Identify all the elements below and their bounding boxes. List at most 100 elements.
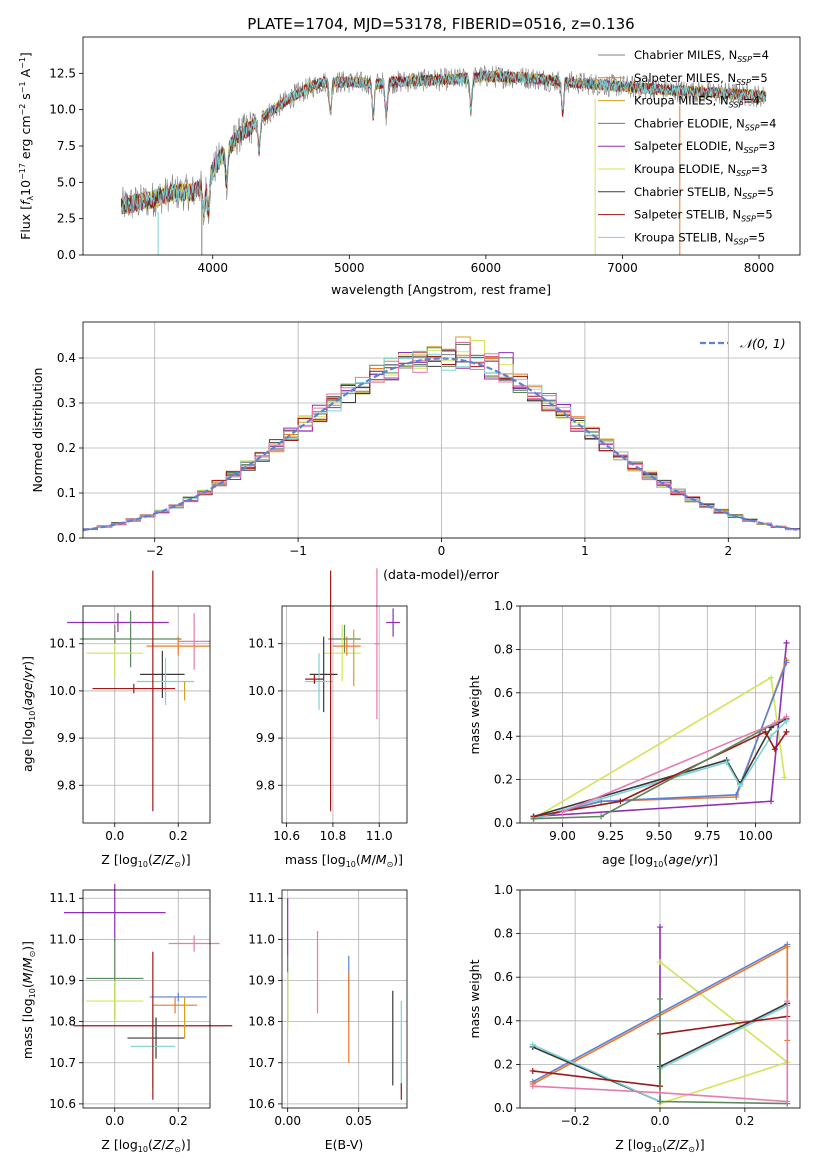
x-tick-label: 0.2 xyxy=(735,1114,754,1128)
mass-vs-EBV-grid xyxy=(282,890,407,1108)
massweight-vs-age-xlabel: age [log10(age/yr)] xyxy=(602,852,718,869)
x-tick-label: 0.0 xyxy=(650,1114,669,1128)
legend-normal-label: 𝒩(0, 1) xyxy=(740,336,786,351)
y-tick-label: 12.5 xyxy=(49,66,76,80)
x-tick-label: 4000 xyxy=(197,261,228,275)
weight-point xyxy=(784,1098,791,1105)
massweight-vs-age-panel: 9.00 9.25 9.50 9.75 10.000.00.20.40.60.81.0 … xyxy=(467,599,801,869)
age-vs-mass-ticks: 10.6 10.8 11.0 9.8 9.9 10.0 10.1 xyxy=(248,637,392,843)
weight-point xyxy=(762,728,769,735)
age-vs-Z-errorbars xyxy=(67,570,210,812)
y-tick-label: 1.0 xyxy=(494,883,513,897)
spectrum-xlabel: wavelength [Angstrom, rest frame] xyxy=(331,282,551,297)
weight-point xyxy=(784,943,791,950)
weight-point xyxy=(559,809,566,816)
weight-point xyxy=(657,1089,663,1096)
age-vs-mass-frame xyxy=(281,605,408,824)
y-tick-label: 0.3 xyxy=(57,396,76,410)
y-tick-label: 0.0 xyxy=(494,1101,513,1115)
x-tick-label: 1 xyxy=(581,544,589,558)
mass-vs-EBV-panel: 0.00 0.05 10.6 10.7 10.8 10.9 11.0 11.1 E(B-V) xyxy=(248,889,408,1152)
weight-point xyxy=(771,720,778,727)
mass-vs-EBV-ticks: 0.00 0.05 10.6 10.7 10.8 10.9 11.0 11.1 xyxy=(248,891,372,1128)
y-tick-label: 0.8 xyxy=(494,927,513,941)
spectrum-lines xyxy=(120,65,767,255)
histogram-legend: 𝒩(0, 1) xyxy=(700,336,786,351)
mass-vs-Z-xlabel: Z [log10(Z/Z⊙)] xyxy=(101,1137,190,1154)
y-tick-label: 0.4 xyxy=(494,1014,513,1028)
y-tick-label: 0.0 xyxy=(57,248,76,262)
mass-vs-EBV-xlabel: E(B-V) xyxy=(325,1137,364,1152)
legend-entry: Chabrier STELIB, NSSP=5 xyxy=(634,185,774,201)
legend-entry: Kroupa STELIB, NSSP=5 xyxy=(634,230,765,246)
y-tick-label: 1.0 xyxy=(494,599,513,613)
weight-point xyxy=(783,659,790,666)
weight-point xyxy=(768,798,775,805)
weight-point xyxy=(529,1041,536,1048)
x-tick-label: 2 xyxy=(724,544,732,558)
massweight-vs-age-ticks: 9.00 9.25 9.50 9.75 10.00 0.0 0.2 0.4 0.6 0.8 1.0 xyxy=(494,599,773,843)
weight-point xyxy=(657,958,663,965)
y-tick-label: 0.4 xyxy=(494,729,513,743)
x-tick-label: 11.0 xyxy=(366,829,393,843)
massweight-vs-Z-panel: −0.2 0.0 0.2 0.0 0.2 0.4 0.6 0.8 1.0 Z [log10(Z/… xyxy=(467,883,801,1154)
weight-line xyxy=(533,730,788,818)
y-tick-label: 10.1 xyxy=(248,637,275,651)
y-tick-label: 0.4 xyxy=(57,351,76,365)
histogram-panel: −2 −1 0 1 2 0.0 0.1 0.2 0.3 0.4 (data-model)/erro… xyxy=(30,321,801,582)
x-tick-label: 0.0 xyxy=(105,829,124,843)
weight-point xyxy=(781,774,788,781)
spectrum-ylabel: Flux [fλ10−17 erg cm−2 s−1 A−1] xyxy=(18,52,35,240)
y-tick-label: 9.9 xyxy=(57,731,76,745)
age-vs-mass-errorbars xyxy=(305,568,401,812)
y-tick-label: 10.0 xyxy=(248,684,275,698)
histogram-xlabel: (data-model)/error xyxy=(383,567,500,582)
y-tick-label: 11.1 xyxy=(49,891,76,905)
x-tick-label: 8000 xyxy=(744,261,775,275)
y-tick-label: 10.8 xyxy=(248,1015,275,1029)
weight-point xyxy=(771,746,778,753)
weight-point xyxy=(529,1083,536,1090)
y-tick-label: 10.1 xyxy=(49,637,76,651)
y-tick-label: 0.6 xyxy=(494,686,513,700)
weight-point xyxy=(768,733,775,740)
weight-point xyxy=(657,1098,663,1105)
x-tick-label: −1 xyxy=(289,544,307,558)
legend-entry: Chabrier MILES, NSSP=4 xyxy=(634,48,769,64)
x-tick-label: 10.00 xyxy=(738,829,772,843)
age-vs-Z-panel: 0.0 0.2 9.8 9.9 10.0 10.1 Z [log10(Z/Z⊙)] age… xyxy=(20,570,211,869)
spectrum-panel: 4000 5000 6000 7000 8000 0.0 2.5 5.0 7.5 10.0 12.5… xyxy=(18,36,801,297)
normal-curve xyxy=(82,357,798,532)
y-tick-label: 10.7 xyxy=(248,1056,275,1070)
x-tick-label: 9.25 xyxy=(597,829,624,843)
weight-line xyxy=(659,961,789,1105)
mass-vs-Z-ylabel: mass [log10(M/M⊙)] xyxy=(20,941,37,1059)
mass-vs-Z-frame xyxy=(82,889,211,1109)
mass-vs-Z-ticks: 0.0 0.2 10.6 10.7 10.8 10.9 11.0 11.1 xyxy=(49,891,188,1128)
x-tick-label: 10.6 xyxy=(273,829,300,843)
weight-line xyxy=(532,1001,789,1103)
y-tick-label: 0.2 xyxy=(57,441,76,455)
age-vs-mass-panel: 10.6 10.8 11.0 9.8 9.9 10.0 10.1 mass [log10(M… xyxy=(248,568,408,869)
y-tick-label: 10.7 xyxy=(49,1056,76,1070)
weight-point xyxy=(530,815,537,822)
y-tick-label: 0.2 xyxy=(494,773,513,787)
legend-entry: Chabrier ELODIE, NSSP=4 xyxy=(634,116,776,132)
legend-entry: Salpeter STELIB, NSSP=5 xyxy=(634,208,773,224)
weight-point xyxy=(657,924,663,931)
x-tick-label: 5000 xyxy=(334,261,365,275)
y-tick-label: 11.1 xyxy=(248,891,275,905)
weight-point xyxy=(733,791,740,798)
mass-vs-EBV-frame xyxy=(281,889,408,1109)
y-tick-label: 10.0 xyxy=(49,103,76,117)
y-tick-label: 10.6 xyxy=(248,1097,275,1111)
x-tick-label: 0 xyxy=(438,544,446,558)
weight-point xyxy=(737,783,744,790)
spectrum-legend: Chabrier MILES, NSSP=4 Salpeter MILES, NS… xyxy=(598,48,776,246)
x-tick-label: 6000 xyxy=(471,261,502,275)
y-tick-label: 9.8 xyxy=(57,778,76,792)
y-tick-label: 10.9 xyxy=(248,973,275,987)
x-tick-label: 0.0 xyxy=(105,1114,124,1128)
weight-point xyxy=(783,639,790,646)
